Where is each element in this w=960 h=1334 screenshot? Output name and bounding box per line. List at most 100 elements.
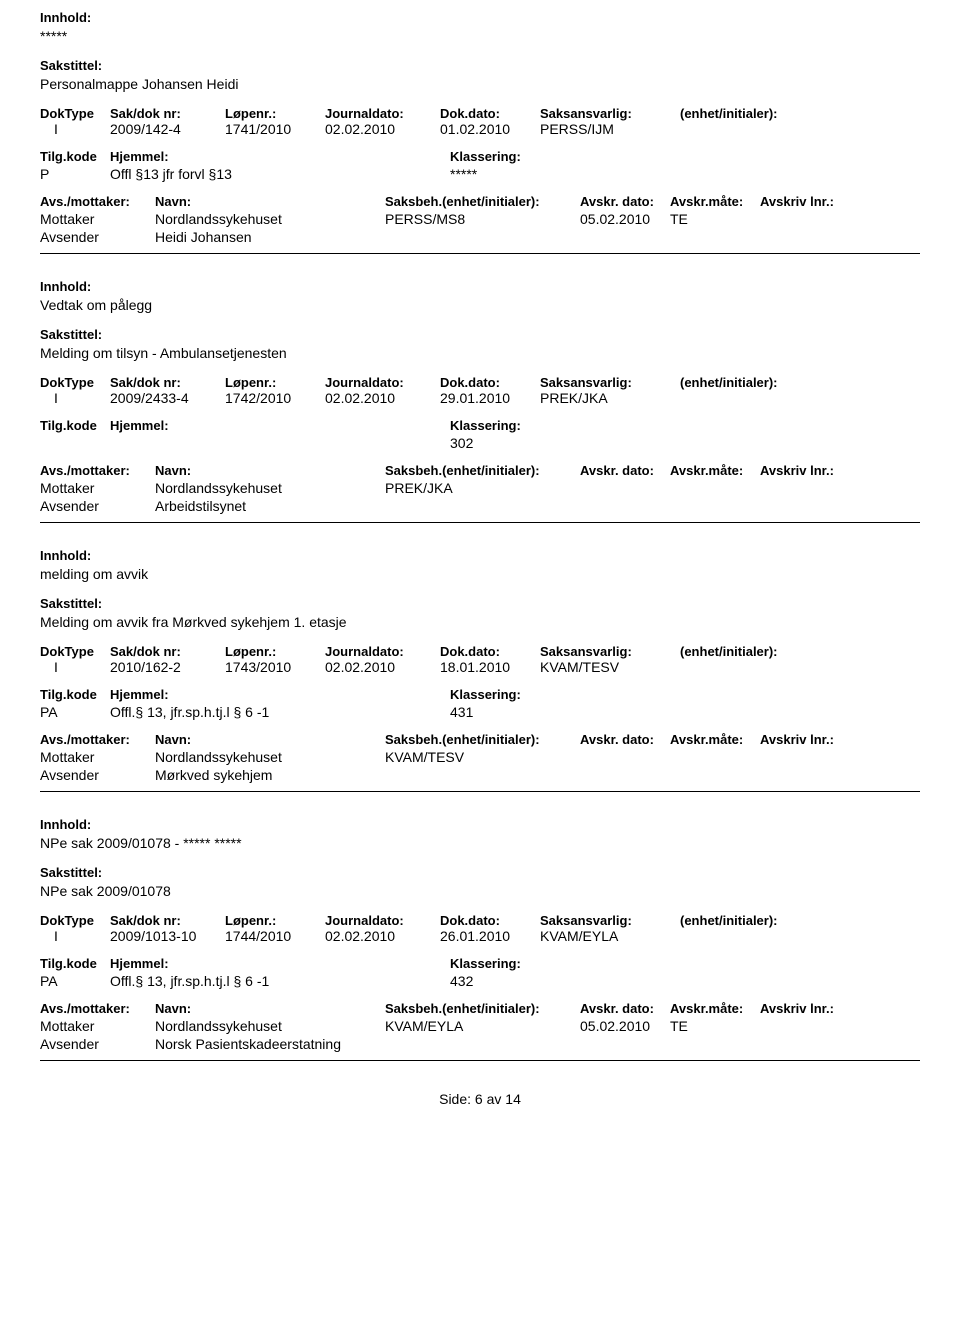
hdr-sakdok: Sak/dok nr: xyxy=(110,913,225,928)
hdr-dokdato: Dok.dato: xyxy=(440,913,540,928)
lbl-avsender: Avsender xyxy=(40,1036,155,1052)
lbl-avsender: Avsender xyxy=(40,498,155,514)
hdr-sakdok: Sak/dok nr: xyxy=(110,375,225,390)
hdr-enhet: (enhet/initialer): xyxy=(680,644,920,659)
val-journaldato: 02.02.2010 xyxy=(325,928,440,944)
avs-header-row: Avs./mottaker: Navn: Saksbeh.(enhet/init… xyxy=(40,463,920,478)
val-hjemmel: Offl.§ 13, jfr.sp.h.tj.l § 6 -1 xyxy=(110,973,450,989)
hdr-doktype: DokType xyxy=(40,106,110,121)
hdr-journaldato: Journaldato: xyxy=(325,913,440,928)
hdr-sakdok: Sak/dok nr: xyxy=(110,644,225,659)
hdr-avskrmote: Avskr.måte: xyxy=(670,1001,760,1016)
val-tilgkode: P xyxy=(40,166,110,182)
val-saksansvarlig: PREK/JKA xyxy=(540,390,680,406)
hdr-saksansvarlig: Saksansvarlig: xyxy=(540,913,680,928)
innhold-text: NPe sak 2009/01078 - ***** ***** xyxy=(40,835,920,851)
doc-header-row: DokType Sak/dok nr: Løpenr.: Journaldato… xyxy=(40,644,920,659)
hdr-klassering: Klassering: xyxy=(450,418,521,433)
record-divider xyxy=(40,1060,920,1061)
val-saksbeh: KVAM/TESV xyxy=(385,749,580,765)
tilg-header-row: Tilg.kode Hjemmel: Klassering: xyxy=(40,418,920,433)
val-sakdok: 2009/1013-10 xyxy=(110,928,225,944)
record-divider xyxy=(40,791,920,792)
val-mottaker-navn: Nordlandssykehuset xyxy=(155,1018,385,1034)
val-journaldato: 02.02.2010 xyxy=(325,659,440,675)
innhold-label: Innhold: xyxy=(40,548,920,563)
sakstittel-text: Melding om tilsyn - Ambulansetjenesten xyxy=(40,345,920,361)
val-lopenr: 1741/2010 xyxy=(225,121,325,137)
hdr-sakdok: Sak/dok nr: xyxy=(110,106,225,121)
hdr-hjemmel: Hjemmel: xyxy=(110,956,450,971)
footer-av: av xyxy=(487,1091,502,1107)
val-tilgkode xyxy=(40,435,110,451)
hdr-klassering: Klassering: xyxy=(450,687,521,702)
journal-record: Innhold: ***** Sakstittel: Personalmappe… xyxy=(40,10,920,254)
val-doktype: I xyxy=(40,659,110,675)
val-lopenr: 1743/2010 xyxy=(225,659,325,675)
hdr-dokdato: Dok.dato: xyxy=(440,106,540,121)
val-avsender-navn: Mørkved sykehjem xyxy=(155,767,272,783)
val-hjemmel: Offl.§ 13, jfr.sp.h.tj.l § 6 -1 xyxy=(110,704,450,720)
val-dokdato: 29.01.2010 xyxy=(440,390,540,406)
val-saksbeh: PREK/JKA xyxy=(385,480,580,496)
hdr-avskrivlnr: Avskriv lnr.: xyxy=(760,463,834,478)
val-avskrmote xyxy=(670,480,760,496)
hdr-saksbeh: Saksbeh.(enhet/initialer): xyxy=(385,463,580,478)
hdr-doktype: DokType xyxy=(40,913,110,928)
footer-side-label: Side: xyxy=(439,1091,471,1107)
hdr-journaldato: Journaldato: xyxy=(325,375,440,390)
hdr-saksansvarlig: Saksansvarlig: xyxy=(540,644,680,659)
hdr-klassering: Klassering: xyxy=(450,956,521,971)
lbl-avsender: Avsender xyxy=(40,767,155,783)
val-saksbeh: PERSS/MS8 xyxy=(385,211,580,227)
hdr-saksbeh: Saksbeh.(enhet/initialer): xyxy=(385,194,580,209)
hdr-navn: Navn: xyxy=(155,732,385,747)
hdr-journaldato: Journaldato: xyxy=(325,106,440,121)
val-dokdato: 18.01.2010 xyxy=(440,659,540,675)
hdr-tilgkode: Tilg.kode xyxy=(40,418,110,433)
tilg-header-row: Tilg.kode Hjemmel: Klassering: xyxy=(40,687,920,702)
footer-total: 14 xyxy=(505,1091,521,1107)
val-doktype: I xyxy=(40,390,110,406)
val-avskrmote: TE xyxy=(670,211,760,227)
val-klassering: 302 xyxy=(450,435,473,451)
val-sakdok: 2009/142-4 xyxy=(110,121,225,137)
hdr-avskrmote: Avskr.måte: xyxy=(670,732,760,747)
avsender-row: Avsender Norsk Pasientskadeerstatning xyxy=(40,1036,920,1052)
hdr-avskrmote: Avskr.måte: xyxy=(670,194,760,209)
hdr-avskrdato: Avskr. dato: xyxy=(580,194,670,209)
hdr-navn: Navn: xyxy=(155,194,385,209)
val-mottaker-navn: Nordlandssykehuset xyxy=(155,749,385,765)
sakstittel-label: Sakstittel: xyxy=(40,865,920,880)
val-avsender-navn: Heidi Johansen xyxy=(155,229,252,245)
val-hjemmel: Offl §13 jfr forvl §13 xyxy=(110,166,450,182)
val-saksansvarlig: KVAM/EYLA xyxy=(540,928,680,944)
val-journaldato: 02.02.2010 xyxy=(325,121,440,137)
hdr-avsmottaker: Avs./mottaker: xyxy=(40,194,155,209)
hdr-hjemmel: Hjemmel: xyxy=(110,149,450,164)
doc-data-row: I 2009/142-4 1741/2010 02.02.2010 01.02.… xyxy=(40,121,920,137)
avsender-row: Avsender Arbeidstilsynet xyxy=(40,498,920,514)
hdr-tilgkode: Tilg.kode xyxy=(40,687,110,702)
hdr-avskrdato: Avskr. dato: xyxy=(580,1001,670,1016)
val-doktype: I xyxy=(40,121,110,137)
avsender-row: Avsender Mørkved sykehjem xyxy=(40,767,920,783)
avs-header-row: Avs./mottaker: Navn: Saksbeh.(enhet/init… xyxy=(40,732,920,747)
hdr-saksansvarlig: Saksansvarlig: xyxy=(540,375,680,390)
hdr-navn: Navn: xyxy=(155,1001,385,1016)
val-tilgkode: PA xyxy=(40,704,110,720)
hdr-avskrdato: Avskr. dato: xyxy=(580,732,670,747)
avs-header-row: Avs./mottaker: Navn: Saksbeh.(enhet/init… xyxy=(40,194,920,209)
hdr-avsmottaker: Avs./mottaker: xyxy=(40,732,155,747)
val-enhet xyxy=(680,659,920,675)
lbl-mottaker: Mottaker xyxy=(40,211,155,227)
lbl-mottaker: Mottaker xyxy=(40,1018,155,1034)
val-saksansvarlig: PERSS/IJM xyxy=(540,121,680,137)
innhold-text: melding om avvik xyxy=(40,566,920,582)
val-lopenr: 1742/2010 xyxy=(225,390,325,406)
avsender-row: Avsender Heidi Johansen xyxy=(40,229,920,245)
val-avskrmote xyxy=(670,749,760,765)
hdr-lopenr: Løpenr.: xyxy=(225,375,325,390)
hdr-enhet: (enhet/initialer): xyxy=(680,913,920,928)
doc-header-row: DokType Sak/dok nr: Løpenr.: Journaldato… xyxy=(40,375,920,390)
